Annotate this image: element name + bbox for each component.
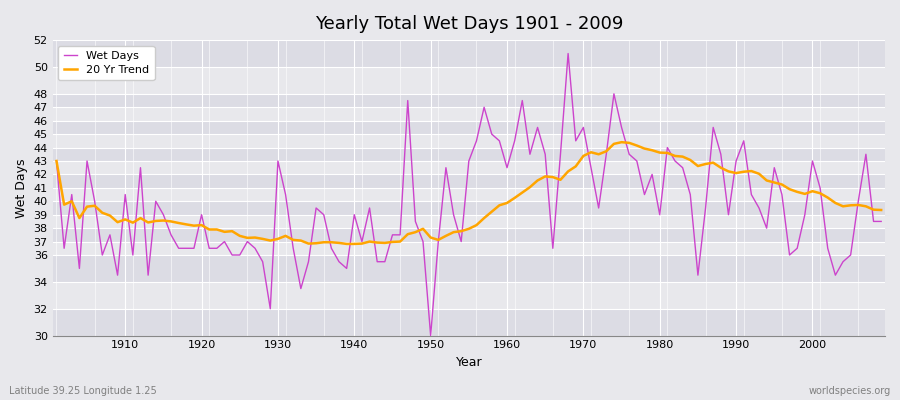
Wet Days	[326, 246, 337, 251]
Text: worldspecies.org: worldspecies.org	[809, 386, 891, 396]
Bar	[53, 40, 885, 67]
20 Yr Trend	[601, 149, 612, 154]
Title: Yearly Total Wet Days 1901 - 2009: Yearly Total Wet Days 1901 - 2009	[315, 15, 623, 33]
Wet Days	[112, 273, 123, 278]
Wet Days	[509, 138, 520, 143]
Bar	[53, 148, 885, 161]
Bar	[53, 309, 885, 336]
Wet Days	[280, 192, 291, 197]
X-axis label: Year: Year	[455, 356, 482, 369]
Bar	[53, 94, 885, 107]
Bar	[53, 161, 885, 174]
Wet Days	[51, 158, 62, 163]
Wet Days	[501, 165, 512, 170]
Bar	[53, 215, 885, 228]
Y-axis label: Wet Days: Wet Days	[15, 158, 28, 218]
20 Yr Trend	[616, 140, 627, 144]
Bar	[53, 67, 885, 94]
Bar	[53, 188, 885, 201]
Bar	[53, 201, 885, 215]
Legend: Wet Days, 20 Yr Trend: Wet Days, 20 Yr Trend	[58, 46, 155, 80]
Bar	[53, 121, 885, 134]
Line: Wet Days: Wet Days	[57, 54, 881, 336]
Wet Days	[876, 219, 886, 224]
20 Yr Trend	[341, 242, 352, 246]
20 Yr Trend	[51, 158, 62, 163]
Text: Latitude 39.25 Longitude 1.25: Latitude 39.25 Longitude 1.25	[9, 386, 157, 396]
20 Yr Trend	[326, 240, 337, 245]
Bar	[53, 242, 885, 255]
20 Yr Trend	[112, 220, 123, 224]
Bar	[53, 174, 885, 188]
Bar	[53, 134, 885, 148]
Line: 20 Yr Trend: 20 Yr Trend	[57, 142, 881, 244]
Bar	[53, 255, 885, 282]
Bar	[53, 282, 885, 309]
20 Yr Trend	[280, 234, 291, 238]
Wet Days	[562, 51, 573, 56]
Wet Days	[608, 92, 619, 96]
20 Yr Trend	[501, 200, 512, 205]
20 Yr Trend	[509, 196, 520, 200]
Bar	[53, 107, 885, 121]
Wet Days	[426, 333, 436, 338]
20 Yr Trend	[876, 208, 886, 212]
Bar	[53, 228, 885, 242]
